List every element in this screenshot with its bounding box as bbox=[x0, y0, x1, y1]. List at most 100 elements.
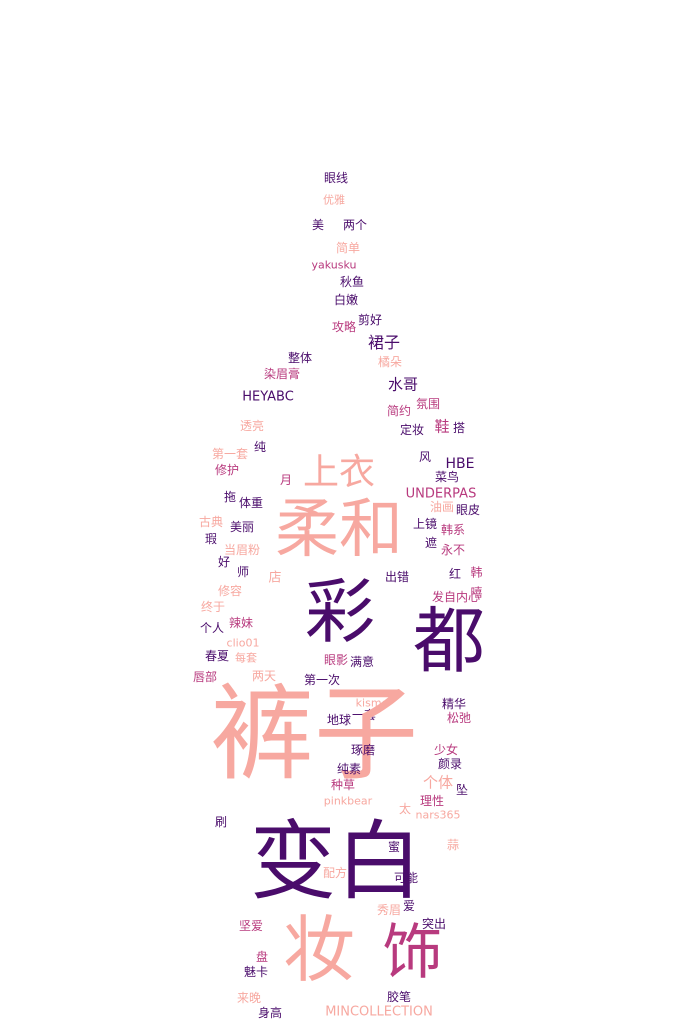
cloud-word: 太 bbox=[398, 802, 412, 816]
cloud-word: 上镜 bbox=[412, 517, 438, 531]
cloud-word: 辣妹 bbox=[228, 616, 254, 630]
cloud-word: 白嫩 bbox=[333, 293, 359, 307]
cloud-word: 松弛 bbox=[446, 711, 472, 725]
cloud-word: 每套 bbox=[235, 651, 257, 665]
cloud-word: 当眉粉 bbox=[223, 543, 261, 557]
cloud-word: 终于 bbox=[200, 600, 226, 614]
cloud-word: 两天 bbox=[251, 669, 277, 683]
cloud-word: MINCOLLECTION bbox=[325, 1004, 433, 1020]
cloud-word: 鞋 bbox=[434, 417, 450, 436]
cloud-word: 裙子 bbox=[367, 333, 401, 352]
cloud-word: 秀眉 bbox=[376, 903, 402, 917]
cloud-word: pinkbear bbox=[323, 794, 373, 808]
cloud-word: 坠 bbox=[455, 783, 469, 797]
cloud-word: HBE bbox=[445, 456, 475, 472]
cloud-word: 彩 bbox=[305, 571, 375, 653]
cloud-word: 胶笔 bbox=[386, 990, 412, 1004]
cloud-word: 地球 bbox=[326, 713, 352, 727]
cloud-word: 个体 bbox=[422, 773, 454, 792]
cloud-word: 嘻 bbox=[469, 586, 483, 598]
cloud-word: 红 bbox=[448, 567, 462, 581]
cloud-word: 美丽 bbox=[229, 520, 255, 534]
cloud-word: 油画 bbox=[429, 500, 455, 514]
cloud-word: 来晚 bbox=[236, 991, 262, 1005]
cloud-word: UNDERPAS bbox=[405, 486, 477, 502]
cloud-word: HEYABC bbox=[242, 389, 294, 405]
cloud-word: 纯素 bbox=[336, 762, 362, 776]
cloud-word: 唇部 bbox=[192, 670, 218, 684]
cloud-word: 魅卡 bbox=[243, 965, 269, 979]
cloud-word: nars365 bbox=[415, 808, 461, 822]
cloud-word: 少女 bbox=[433, 743, 459, 757]
cloud-word: 饰 bbox=[372, 920, 442, 980]
cloud-word: 菜鸟 bbox=[434, 470, 460, 484]
cloud-word: 上衣 bbox=[302, 452, 376, 493]
cloud-word: 美 bbox=[311, 218, 325, 232]
cloud-word: 可能 bbox=[393, 871, 419, 885]
cloud-word: 优雅 bbox=[323, 193, 345, 207]
cloud-word: 发自内心 bbox=[431, 590, 481, 604]
cloud-word: 满意 bbox=[349, 655, 375, 669]
cloud-word: 两个 bbox=[342, 218, 368, 232]
cloud-word: 修护 bbox=[214, 463, 240, 477]
cloud-word: 一套 bbox=[351, 708, 377, 722]
cloud-word: 韩系 bbox=[440, 523, 466, 537]
cloud-word: 氛围 bbox=[415, 397, 441, 411]
cloud-word: 好 bbox=[217, 555, 231, 569]
cloud-word: 风 bbox=[418, 450, 432, 464]
cloud-word: 拖 bbox=[223, 490, 237, 504]
cloud-word: 颜录 bbox=[437, 757, 463, 771]
cloud-word: 种草 bbox=[330, 778, 356, 792]
cloud-word: 水哥 bbox=[387, 375, 419, 394]
cloud-word: 蜜 bbox=[387, 840, 401, 854]
cloud-word: 定妆 bbox=[399, 423, 425, 437]
cloud-word: 店 bbox=[268, 570, 282, 586]
cloud-word: 搭 bbox=[452, 421, 466, 435]
cloud-word: 遮 bbox=[424, 536, 438, 550]
cloud-word: 盘 bbox=[255, 950, 269, 964]
cloud-word: 永不 bbox=[440, 543, 466, 557]
cloud-word: 出错 bbox=[384, 570, 410, 584]
cloud-word: 突出 bbox=[421, 917, 447, 931]
cloud-word: 第一套 bbox=[211, 447, 249, 461]
cloud-word: 爱 bbox=[402, 899, 416, 913]
cloud-word: 刷 bbox=[214, 815, 228, 829]
cloud-word: kisme bbox=[355, 696, 389, 710]
cloud-word: 身高 bbox=[257, 1006, 283, 1020]
cloud-word: yakusku bbox=[311, 258, 357, 272]
cloud-word: 眼影 bbox=[323, 653, 349, 667]
cloud-word: 纯 bbox=[253, 440, 267, 454]
cloud-word: 月 bbox=[279, 473, 293, 487]
cloud-word: 剪好 bbox=[357, 313, 383, 327]
cloud-word: 妆 bbox=[282, 908, 356, 992]
cloud-word: 琢磨 bbox=[350, 743, 376, 757]
cloud-word: 配方 bbox=[322, 866, 348, 880]
cloud-word: 眼皮 bbox=[455, 503, 481, 517]
cloud-word: 橘朵 bbox=[377, 355, 403, 369]
cloud-word: 裤子 bbox=[209, 673, 419, 795]
cloud-word: 眼线 bbox=[323, 171, 349, 185]
cloud-word: 变白 bbox=[250, 812, 422, 912]
cloud-word: 韩 bbox=[469, 566, 483, 578]
cloud-word: 蒜 bbox=[446, 838, 460, 852]
cloud-word: 秋鱼 bbox=[339, 275, 365, 289]
cloud-word: 透亮 bbox=[239, 419, 265, 433]
cloud-word: 坚爱 bbox=[238, 919, 264, 933]
cloud-word: clio01 bbox=[226, 636, 260, 650]
cloud-word: 修容 bbox=[217, 584, 243, 598]
cloud-word: 攻略 bbox=[331, 320, 357, 334]
cloud-word: 师 bbox=[236, 565, 250, 579]
cloud-word: 整体 bbox=[287, 351, 313, 365]
cloud-word: 简约 bbox=[386, 404, 412, 418]
cloud-word: 第一次 bbox=[303, 673, 341, 687]
cloud-word: 柔和 bbox=[275, 493, 403, 567]
cloud-word: 简单 bbox=[335, 241, 361, 255]
cloud-word: 体重 bbox=[238, 496, 264, 510]
cloud-word: 古典 bbox=[198, 515, 224, 529]
cloud-word: 春夏 bbox=[204, 649, 230, 663]
cloud-word: 理性 bbox=[419, 794, 445, 808]
cloud-word: 个人 bbox=[199, 621, 225, 635]
cloud-word: 染眉膏 bbox=[263, 367, 301, 381]
cloud-word: 都 bbox=[412, 599, 486, 683]
